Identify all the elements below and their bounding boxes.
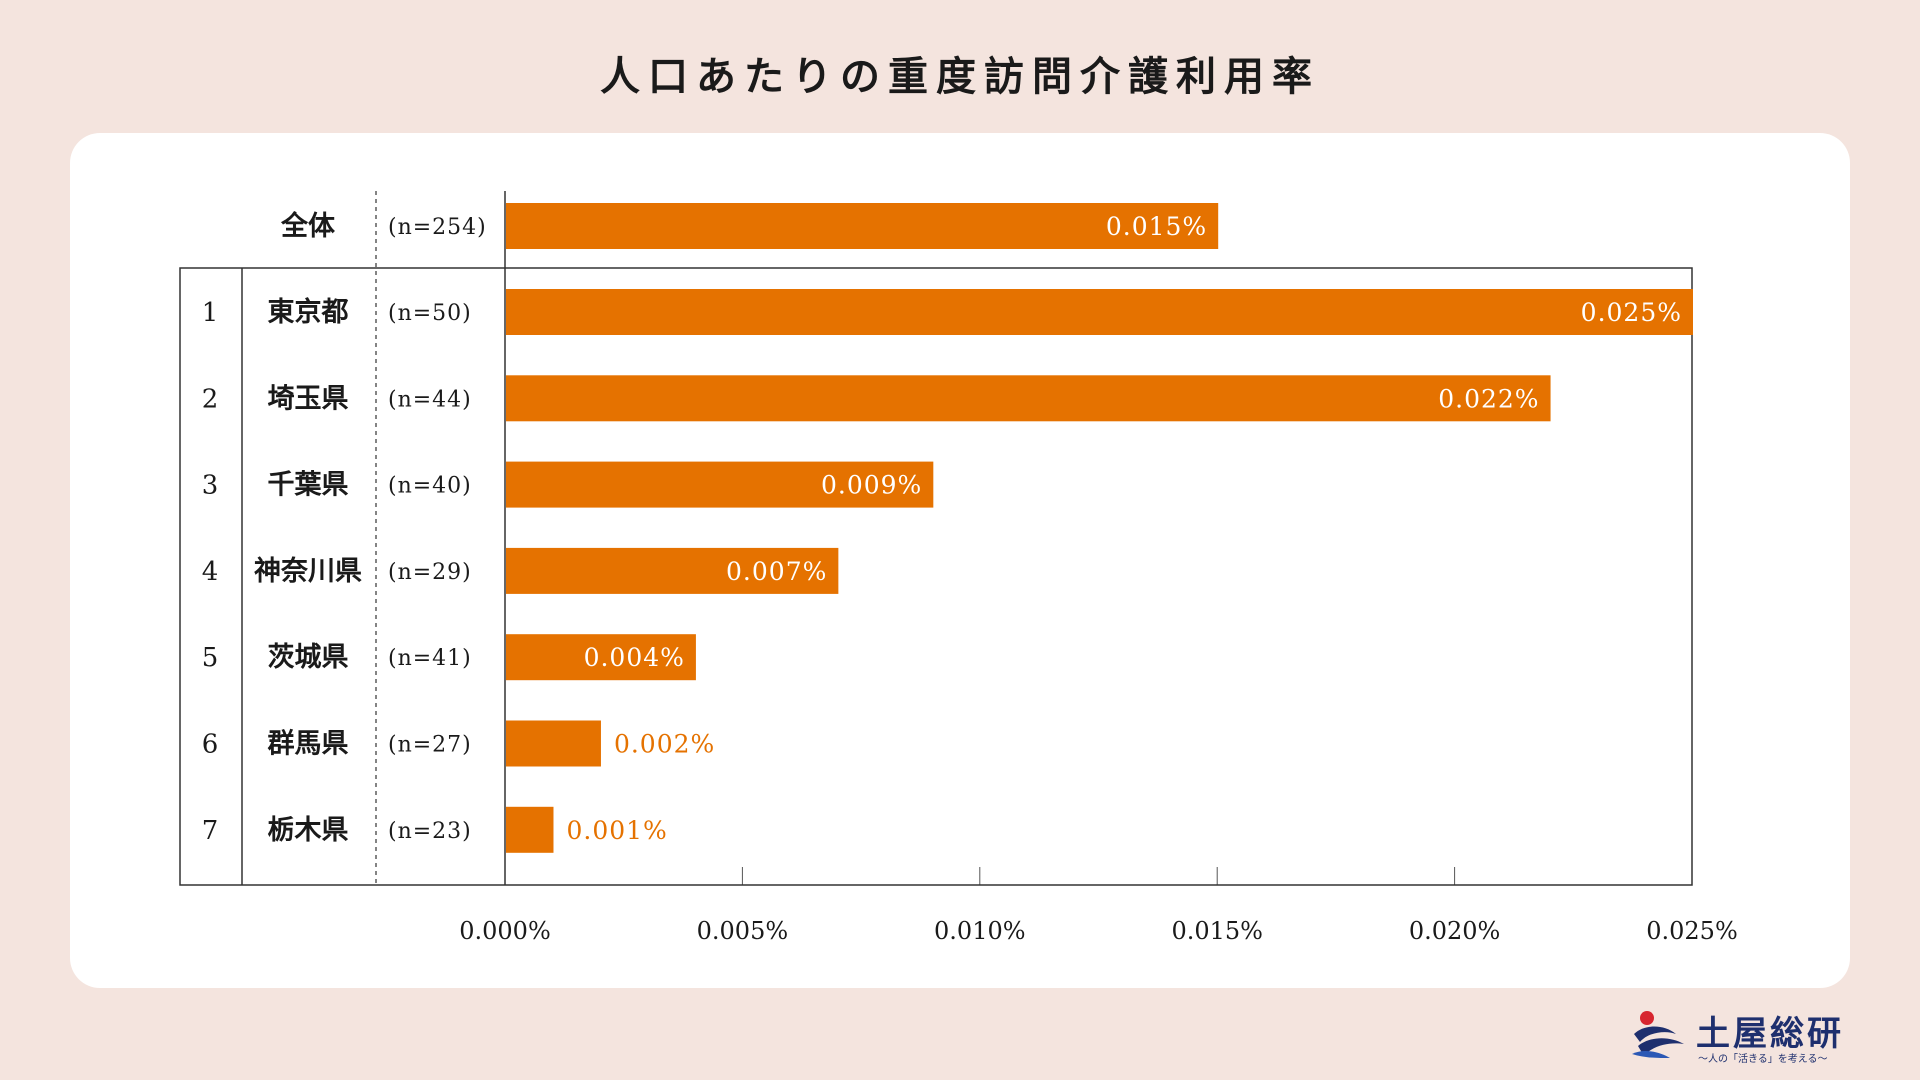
category-label: 神奈川県 bbox=[254, 556, 362, 587]
overall-label: 全体 bbox=[280, 210, 336, 242]
x-tick-label: 0.010% bbox=[934, 917, 1026, 945]
rank-label: 1 bbox=[202, 298, 219, 328]
x-tick-label: 0.005% bbox=[697, 917, 789, 945]
data-label: 0.007% bbox=[726, 557, 827, 586]
chart-title: 人口あたりの重度訪問介護利用率 bbox=[600, 53, 1320, 100]
x-tick-label: 0.015% bbox=[1171, 917, 1263, 945]
data-label: 0.025% bbox=[1581, 298, 1682, 327]
rank-label: 4 bbox=[202, 557, 219, 587]
table-frame bbox=[179, 267, 1693, 886]
sample-size-label: (n=40) bbox=[388, 474, 472, 499]
bar-chart: 0.000% 0.005% 0.010% 0.015% 0.020% 0.025% 全体 (n… bbox=[179, 191, 1738, 945]
category-label: 茨城県 bbox=[268, 642, 349, 673]
rank-label: 2 bbox=[202, 384, 219, 414]
sample-size-label: (n=254) bbox=[388, 215, 487, 240]
rank-label: 6 bbox=[202, 730, 219, 760]
bar bbox=[506, 375, 1551, 422]
logo-tagline: 〜人の「活きる」を考える〜 bbox=[1698, 1054, 1828, 1065]
bar bbox=[506, 547, 839, 594]
data-label: 0.015% bbox=[1106, 212, 1207, 241]
logo-wave-icon bbox=[1632, 1011, 1684, 1058]
overall-bar bbox=[506, 203, 1219, 249]
sample-size-label: (n=29) bbox=[388, 560, 472, 585]
category-label: 東京都 bbox=[268, 296, 349, 328]
sample-size-label: (n=41) bbox=[388, 646, 472, 671]
x-tick-label: 0.020% bbox=[1409, 917, 1501, 945]
category-label: 栃木県 bbox=[268, 815, 349, 846]
rank-label: 3 bbox=[202, 471, 219, 501]
sample-size-label: (n=23) bbox=[388, 819, 472, 844]
sample-size-label: (n=50) bbox=[388, 301, 472, 326]
x-tick-label: 0.025% bbox=[1646, 917, 1738, 945]
data-label: 0.001% bbox=[566, 816, 667, 845]
rank-label: 5 bbox=[202, 643, 219, 673]
data-label: 0.002% bbox=[614, 730, 715, 759]
data-label: 0.004% bbox=[584, 643, 685, 672]
data-label: 0.009% bbox=[821, 471, 922, 500]
brand-logo: 土屋総研 〜人の「活きる」を考える〜 bbox=[1630, 1004, 1860, 1065]
data-label: 0.022% bbox=[1438, 384, 1539, 413]
logo-name: 土屋総研 bbox=[1696, 1014, 1844, 1054]
sample-size-label: (n=44) bbox=[388, 387, 472, 412]
bar bbox=[506, 806, 554, 853]
sample-size-label: (n=27) bbox=[388, 733, 472, 758]
bar bbox=[506, 634, 696, 681]
rank-label: 7 bbox=[202, 816, 219, 846]
category-label: 埼玉県 bbox=[268, 383, 349, 414]
bar bbox=[506, 289, 1693, 335]
category-label: 千葉県 bbox=[268, 470, 349, 501]
category-label: 群馬県 bbox=[268, 729, 349, 760]
bar bbox=[506, 720, 601, 767]
chart-card: 0.000% 0.005% 0.010% 0.015% 0.020% 0.025% 全体 (n… bbox=[70, 133, 1850, 988]
x-tick-label: 0.000% bbox=[459, 917, 551, 945]
bar bbox=[506, 461, 934, 508]
